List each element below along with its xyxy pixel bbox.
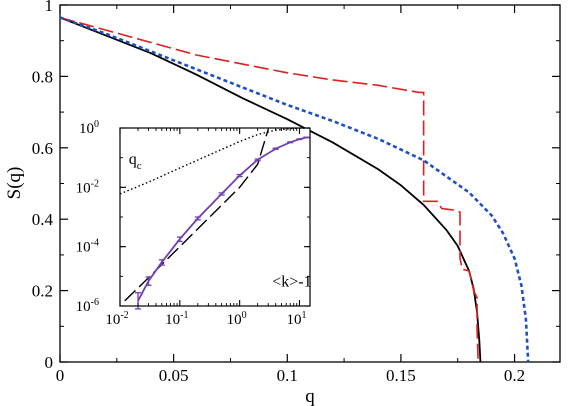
main-series-group xyxy=(59,16,530,363)
inset-x-tick-label-2: 10-1 xyxy=(165,310,188,328)
main-series-line-3 xyxy=(59,16,530,363)
x-tick-label-3: 0.1 xyxy=(277,366,298,385)
inset-series-line-1 xyxy=(119,127,311,195)
x-axis-label: q xyxy=(305,386,315,406)
y-tick-label-2: 0.2 xyxy=(32,282,53,301)
inset-y-tick-label-4: 100 xyxy=(79,119,99,137)
main-axes-group: 0 0.05 0.1 0.15 0.2 0 0.2 0.4 0.6 0.8 1 xyxy=(32,0,560,385)
inset-y-tick-label-2: 10-4 xyxy=(76,238,99,256)
x-tick-label-5: 0.2 xyxy=(504,366,525,385)
y-tick-label-5: 0.8 xyxy=(32,67,53,86)
x-tick-label-4: 0.15 xyxy=(386,366,416,385)
y-tick-label-6: 1 xyxy=(45,0,54,15)
inset-annotation-2: <k>-1 xyxy=(272,274,311,291)
inset-y-tick-label-1: 10-6 xyxy=(76,297,99,315)
inset-x-tick-label-3: 100 xyxy=(227,310,247,328)
main-series-line-1 xyxy=(59,16,482,363)
y-tick-label-3: 0.4 xyxy=(32,210,54,229)
y-tick-label-4: 0.6 xyxy=(32,139,53,158)
y-axis-label: S(q) xyxy=(4,167,25,200)
x-tick-label-2: 0.05 xyxy=(159,366,189,385)
main-series-line-2 xyxy=(59,16,479,363)
inset-y-tick-label-3: 10-2 xyxy=(76,178,99,196)
inset-x-tick-label-4: 101 xyxy=(286,310,306,328)
inset-series-group xyxy=(119,127,311,310)
inset-x-tick-label-1: 10-2 xyxy=(105,310,128,328)
y-tick-label-1: 0 xyxy=(45,353,54,372)
x-tick-label-1: 0 xyxy=(56,366,65,385)
inset-axes-group: 10-2 10-1 100 101 10-6 10-4 10-2 100 xyxy=(76,119,310,328)
